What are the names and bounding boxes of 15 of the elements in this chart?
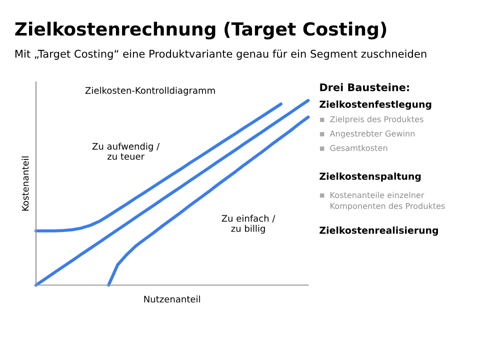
x-axis-title: Nutzenanteil — [144, 296, 200, 303]
text: Zielkostenspaltung — [320, 172, 421, 182]
chart-subtitle: Mit „Target Costing“ eine Produktvariante genau für ein Segment zuschneiden — [15, 50, 426, 60]
text: Angestrebter Gewinn — [330, 130, 415, 138]
text: Zielkostenfestlegung — [320, 100, 432, 110]
text: Gesamtkosten — [330, 144, 388, 152]
text: Zielkostenrealisierung — [320, 226, 438, 236]
chart-title: Zielkostenrechnung (Target Costing) — [15, 22, 386, 40]
annotation: Zu einfach / zu billig — [222, 214, 276, 234]
text: Zielpreis des Produktes — [330, 116, 424, 124]
text: Drei Bausteine: — [320, 83, 409, 92]
text: Kostenanteile einzelner Komponenten des Produktes — [330, 192, 445, 211]
annotation: Zu aufwendig / zu teuer — [92, 142, 160, 160]
y-axis-title: Kostenanteil — [22, 156, 29, 211]
text: Zielkosten-Kontrolldiagramm — [85, 86, 215, 96]
